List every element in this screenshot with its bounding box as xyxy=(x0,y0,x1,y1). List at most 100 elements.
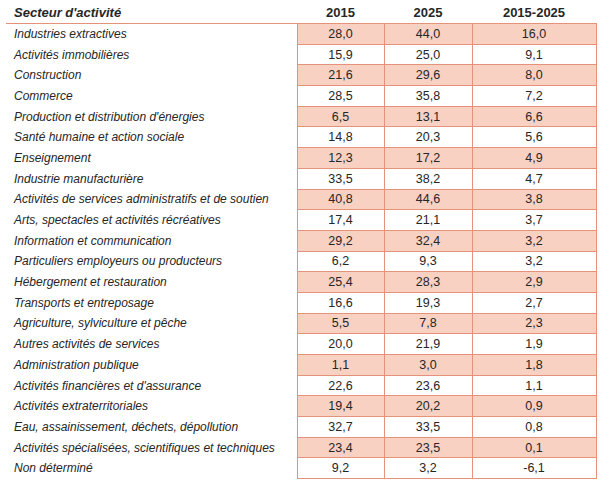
sector-label: Arts, spectacles et activités récréative… xyxy=(6,210,297,231)
table-row: Information et communication 29,2 32,4 3… xyxy=(6,230,596,251)
value-2015-2025: 4,9 xyxy=(472,148,596,169)
table-row: Transports et entreposage 16,6 19,3 2,7 xyxy=(6,292,596,313)
value-2025: 20,3 xyxy=(384,127,472,148)
value-2015: 1,1 xyxy=(297,355,384,376)
value-2015-2025: 0,9 xyxy=(472,396,596,417)
sector-label: Activités de services administratifs et … xyxy=(6,189,297,210)
value-2025: 3,0 xyxy=(384,355,472,376)
value-2025: 29,6 xyxy=(384,65,472,86)
table-row: Hébergement et restauration 25,4 28,3 2,… xyxy=(6,272,596,293)
value-2025: 44,6 xyxy=(384,189,472,210)
value-2015: 33,5 xyxy=(297,168,384,189)
sector-label: Commerce xyxy=(6,86,297,107)
sector-label: Transports et entreposage xyxy=(6,292,297,313)
value-2025: 35,8 xyxy=(384,86,472,107)
sector-label: Santé humaine et action sociale xyxy=(6,127,297,148)
value-2015-2025: 7,2 xyxy=(472,86,596,107)
value-2025: 23,6 xyxy=(384,375,472,396)
table-row: Industrie manufacturière 33,5 38,2 4,7 xyxy=(6,168,596,189)
value-2015-2025: 3,2 xyxy=(472,251,596,272)
value-2015-2025: 3,8 xyxy=(472,189,596,210)
value-2025: 33,5 xyxy=(384,417,472,438)
table-row: Agriculture, sylviculture et pêche 5,5 7… xyxy=(6,313,596,334)
value-2015: 6,5 xyxy=(297,106,384,127)
sector-label: Enseignement xyxy=(6,148,297,169)
sector-label: Industries extractives xyxy=(6,24,297,45)
table-row: Activités de services administratifs et … xyxy=(6,189,596,210)
value-2025: 17,2 xyxy=(384,148,472,169)
value-2015: 21,6 xyxy=(297,65,384,86)
table-row: Construction 21,6 29,6 8,0 xyxy=(6,65,596,86)
value-2015: 23,4 xyxy=(297,437,384,458)
value-2025: 23,5 xyxy=(384,437,472,458)
sector-label: Autres activités de services xyxy=(6,334,297,355)
value-2015: 40,8 xyxy=(297,189,384,210)
table-row: Non déterminé 9,2 3,2 -6,1 xyxy=(6,458,596,479)
value-2015-2025: 6,6 xyxy=(472,106,596,127)
table-row: Production et distribution d'énergies 6,… xyxy=(6,106,596,127)
sector-label: Eau, assainissement, déchets, dépollutio… xyxy=(6,417,297,438)
table-row: Administration publique 1,1 3,0 1,8 xyxy=(6,355,596,376)
sector-label: Administration publique xyxy=(6,355,297,376)
report-page: Secteur d'activité 2015 2025 2015-2025 I… xyxy=(0,0,611,484)
value-2015-2025: 3,7 xyxy=(472,210,596,231)
sector-employment-growth-table: Secteur d'activité 2015 2025 2015-2025 I… xyxy=(6,1,597,479)
table-row: Activités financières et d'assurance 22,… xyxy=(6,375,596,396)
value-2015: 17,4 xyxy=(297,210,384,231)
value-2015: 20,0 xyxy=(297,334,384,355)
column-header-2025: 2025 xyxy=(384,1,472,24)
sector-label: Particuliers employeurs ou producteurs xyxy=(6,251,297,272)
value-2015: 29,2 xyxy=(297,230,384,251)
value-2015: 32,7 xyxy=(297,417,384,438)
header-row: Secteur d'activité 2015 2025 2015-2025 xyxy=(6,1,596,24)
value-2015-2025: 2,9 xyxy=(472,272,596,293)
value-2025: 3,2 xyxy=(384,458,472,479)
value-2015: 28,5 xyxy=(297,86,384,107)
value-2015-2025: 1,9 xyxy=(472,334,596,355)
value-2025: 25,0 xyxy=(384,44,472,65)
value-2025: 38,2 xyxy=(384,168,472,189)
table-row: Activités spécialisées, scientifiques et… xyxy=(6,437,596,458)
table-row: Particuliers employeurs ou producteurs 6… xyxy=(6,251,596,272)
value-2015-2025: 1,1 xyxy=(472,375,596,396)
value-2015: 9,2 xyxy=(297,458,384,479)
value-2015: 15,9 xyxy=(297,44,384,65)
value-2025: 28,3 xyxy=(384,272,472,293)
value-2025: 32,4 xyxy=(384,230,472,251)
value-2015-2025: 1,8 xyxy=(472,355,596,376)
value-2015-2025: 8,0 xyxy=(472,65,596,86)
value-2025: 13,1 xyxy=(384,106,472,127)
value-2025: 21,1 xyxy=(384,210,472,231)
sector-label: Hébergement et restauration xyxy=(6,272,297,293)
value-2015: 25,4 xyxy=(297,272,384,293)
value-2015: 5,5 xyxy=(297,313,384,334)
value-2015: 6,2 xyxy=(297,251,384,272)
table-row: Activités immobilières 15,9 25,0 9,1 xyxy=(6,44,596,65)
value-2025: 21,9 xyxy=(384,334,472,355)
value-2015-2025: 4,7 xyxy=(472,168,596,189)
value-2015: 19,4 xyxy=(297,396,384,417)
value-2015: 14,8 xyxy=(297,127,384,148)
sector-label: Construction xyxy=(6,65,297,86)
column-header-sector: Secteur d'activité xyxy=(6,1,297,24)
sector-label: Information et communication xyxy=(6,230,297,251)
value-2015: 16,6 xyxy=(297,292,384,313)
value-2015-2025: 0,8 xyxy=(472,417,596,438)
sector-label: Activités immobilières xyxy=(6,44,297,65)
value-2025: 9,3 xyxy=(384,251,472,272)
value-2015-2025: 3,2 xyxy=(472,230,596,251)
table-row: Arts, spectacles et activités récréative… xyxy=(6,210,596,231)
table-row: Commerce 28,5 35,8 7,2 xyxy=(6,86,596,107)
sector-label: Non déterminé xyxy=(6,458,297,479)
table-row: Industries extractives 28,0 44,0 16,0 xyxy=(6,24,596,45)
value-2025: 7,8 xyxy=(384,313,472,334)
value-2015-2025: -6,1 xyxy=(472,458,596,479)
value-2015-2025: 9,1 xyxy=(472,44,596,65)
column-header-2015-2025: 2015-2025 xyxy=(472,1,596,24)
sector-label: Agriculture, sylviculture et pêche xyxy=(6,313,297,334)
table-row: Autres activités de services 20,0 21,9 1… xyxy=(6,334,596,355)
table-row: Enseignement 12,3 17,2 4,9 xyxy=(6,148,596,169)
column-header-2015: 2015 xyxy=(297,1,384,24)
value-2015-2025: 2,7 xyxy=(472,292,596,313)
value-2015: 28,0 xyxy=(297,24,384,45)
